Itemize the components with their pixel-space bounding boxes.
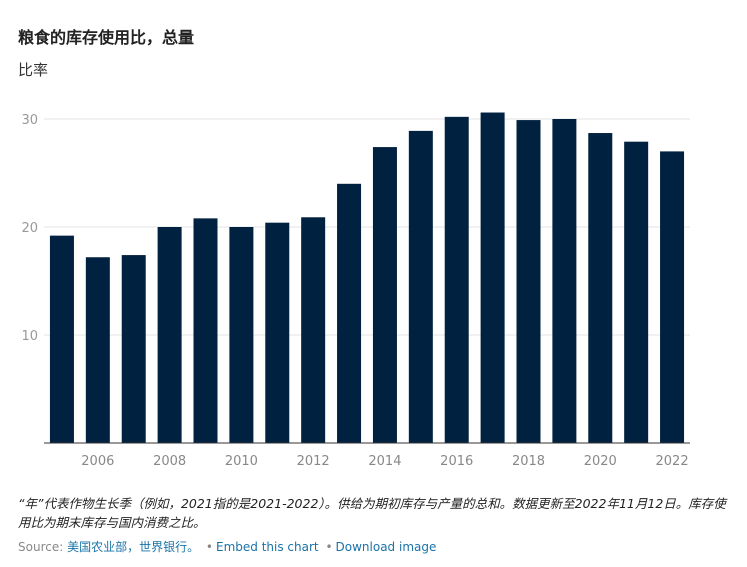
separator: • bbox=[325, 540, 333, 554]
x-tick-label: 2014 bbox=[368, 454, 401, 469]
bar bbox=[372, 147, 397, 443]
bar bbox=[552, 119, 577, 443]
x-tick-label: 2012 bbox=[297, 454, 330, 469]
y-axis-label: 比率 bbox=[18, 61, 49, 79]
y-tick-label: 20 bbox=[21, 221, 38, 236]
bar-chart: 10 20 30 2006 2008 2010 2012 2014 2016 2018 2020 20… bbox=[21, 112, 690, 469]
bar bbox=[157, 227, 182, 443]
bar bbox=[660, 151, 685, 443]
x-tick-label: 2022 bbox=[656, 454, 689, 469]
bar bbox=[408, 130, 433, 443]
bar bbox=[337, 183, 362, 444]
y-tick-label: 30 bbox=[21, 113, 38, 128]
bar bbox=[193, 218, 218, 443]
source-link[interactable]: 美国农业部，世界银行。 bbox=[67, 540, 200, 554]
chart-title: 粮食的库存使用比，总量 bbox=[18, 28, 195, 47]
bar bbox=[444, 116, 469, 443]
x-tick-label: 2020 bbox=[584, 454, 617, 469]
bar bbox=[516, 120, 541, 443]
bar bbox=[265, 222, 290, 443]
bar bbox=[624, 141, 649, 443]
separator: • bbox=[205, 540, 213, 554]
chart-note: “年”代表作物生长季（例如，2021指的是2021-2022）。供给为期初库存与… bbox=[18, 496, 726, 530]
x-tick-label: 2018 bbox=[512, 454, 545, 469]
bar bbox=[85, 257, 110, 443]
x-tick-label: 2006 bbox=[81, 454, 114, 469]
source-prefix: Source: bbox=[18, 540, 68, 554]
bar bbox=[121, 255, 146, 443]
download-image-link[interactable]: Download image bbox=[335, 540, 437, 554]
bar bbox=[480, 112, 505, 444]
bar bbox=[301, 217, 326, 443]
embed-chart-link[interactable]: Embed this chart bbox=[216, 540, 319, 554]
bar bbox=[588, 133, 613, 444]
x-tick-label: 2010 bbox=[225, 454, 258, 469]
bar bbox=[49, 235, 74, 443]
source-line: Source: 美国农业部，世界银行。 • Embed this chart • D… bbox=[18, 538, 436, 555]
y-tick-label: 10 bbox=[21, 329, 38, 344]
x-tick-label: 2008 bbox=[153, 454, 186, 469]
x-tick-label: 2016 bbox=[440, 454, 473, 469]
bar bbox=[229, 227, 254, 443]
